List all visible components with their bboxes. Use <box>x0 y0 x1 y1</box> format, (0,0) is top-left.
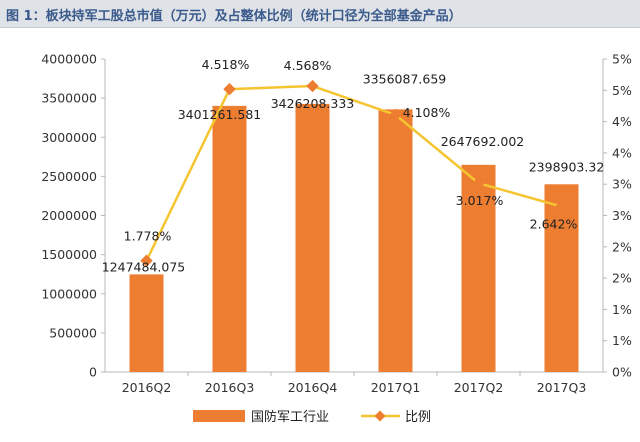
right-tick-label: 5% <box>612 83 632 98</box>
bar <box>544 184 579 372</box>
x-tick-label: 2017Q1 <box>371 380 421 395</box>
bar-value-label: 3426208.333 <box>271 96 355 111</box>
bar <box>378 109 413 372</box>
bar <box>129 274 164 372</box>
bar-value-label: 2398903.32 <box>529 159 605 174</box>
bar <box>461 164 496 372</box>
bar-value-label: 1247484.075 <box>102 259 186 274</box>
right-tick-label: 3% <box>612 177 632 192</box>
right-tick-label: 1% <box>612 302 632 317</box>
bar <box>212 105 247 372</box>
left-tick-label: 4000000 <box>41 52 97 67</box>
title-divider <box>0 27 640 28</box>
ratio-value-label: 4.568% <box>284 58 332 73</box>
ratio-line <box>145 84 562 262</box>
left-tick-label: 1000000 <box>41 286 97 301</box>
ratio-marker <box>140 254 153 267</box>
ratio-value-label: 4.108% <box>403 105 451 120</box>
right-tick-label: 4% <box>612 145 632 160</box>
left-tick-label: 500000 <box>49 325 97 340</box>
x-tick-label: 2017Q2 <box>454 380 504 395</box>
ratio-marker <box>389 108 402 122</box>
left-tick-label: 2500000 <box>41 169 97 184</box>
ratio-marker <box>472 176 485 190</box>
right-tick-label: 0% <box>612 365 632 380</box>
bar <box>295 103 330 372</box>
right-tick-label: 5% <box>612 52 632 67</box>
ratio-value-label: 3.017% <box>456 193 504 208</box>
ratio-marker <box>555 200 568 213</box>
right-tick-label: 1% <box>612 333 632 348</box>
bar-value-label: 3401261.581 <box>178 107 262 122</box>
x-tick-label: 2017Q3 <box>537 380 587 395</box>
x-tick-label: 2016Q4 <box>288 380 338 395</box>
ratio-marker <box>223 82 236 96</box>
left-tick-label: 1500000 <box>41 247 97 262</box>
left-tick-label: 3500000 <box>41 91 97 106</box>
right-tick-label: 3% <box>612 208 632 223</box>
right-tick-label: 2% <box>612 271 632 286</box>
right-tick-label: 2% <box>612 239 632 254</box>
ratio-value-label: 2.642% <box>530 217 578 232</box>
right-tick-label: 4% <box>612 114 632 129</box>
left-tick-label: 2000000 <box>41 208 97 223</box>
figure-title-bar <box>0 0 640 27</box>
legend-line-label: 比例 <box>405 410 431 425</box>
x-tick-label: 2016Q2 <box>122 380 172 395</box>
legend-bar-swatch <box>193 410 245 422</box>
left-tick-label: 3000000 <box>41 130 97 145</box>
ratio-value-label: 4.518% <box>202 57 250 72</box>
bar-value-label: 2647692.002 <box>441 134 525 149</box>
ratio-value-label: 1.778% <box>124 229 172 244</box>
figure-title: 图 1：板块持军工股总市值（万元）及占整体比例（统计口径为全部基金产品） <box>6 9 462 24</box>
x-tick-label: 2016Q3 <box>205 380 255 395</box>
legend-bar-label: 国防军工行业 <box>251 409 329 425</box>
ratio-marker <box>306 79 319 93</box>
bar-value-label: 3356087.659 <box>363 71 447 86</box>
legend-marker-swatch <box>374 410 386 422</box>
left-tick-label: 0 <box>89 365 97 380</box>
